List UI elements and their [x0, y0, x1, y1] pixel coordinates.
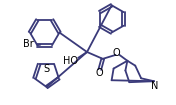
Text: S: S [44, 64, 50, 74]
Text: N: N [151, 81, 159, 91]
Text: Br: Br [23, 39, 33, 49]
Text: HO: HO [63, 56, 78, 66]
Text: O: O [113, 48, 120, 58]
Text: O: O [95, 68, 103, 78]
